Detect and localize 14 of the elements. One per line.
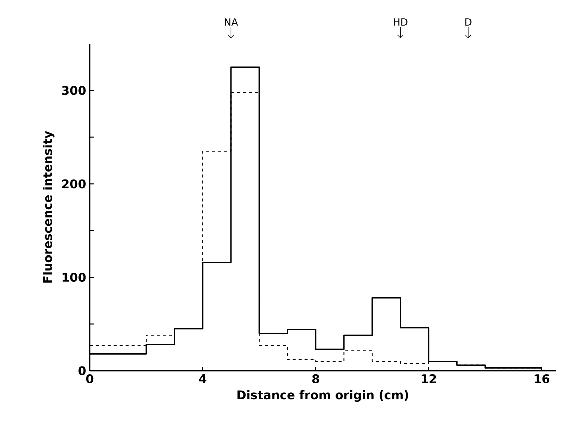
y-tick-label: 0: [78, 366, 86, 376]
x-axis-title: Distance from origin (cm): [238, 390, 408, 402]
ref-line-label: D: [466, 18, 472, 26]
x-tick-label: 12: [422, 374, 436, 384]
x-tick-label: 0: [86, 374, 94, 384]
y-tick-label: 300: [62, 86, 86, 96]
x-tick-label: 8: [312, 374, 320, 384]
ref-line-label: HD: [394, 18, 408, 26]
y-tick-label: 200: [62, 180, 86, 189]
y-axis-title: Fluorescence intensity: [43, 131, 55, 283]
y-tick-label: 100: [62, 273, 86, 282]
ref-line-label: NA: [225, 18, 238, 26]
x-tick-label: 16: [534, 374, 550, 384]
x-tick-label: 4: [199, 374, 207, 384]
